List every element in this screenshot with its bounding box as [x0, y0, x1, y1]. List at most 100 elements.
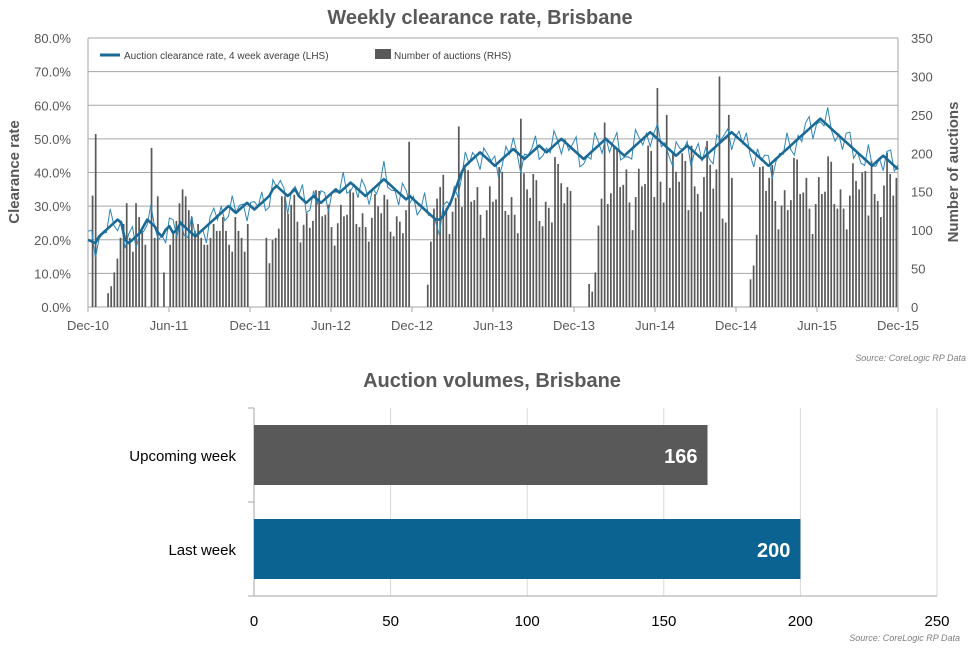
auction-count-bar — [541, 226, 544, 307]
auction-count-bar — [755, 234, 758, 307]
auction-count-bar — [377, 206, 379, 307]
auction-count-bar — [749, 279, 752, 307]
auction-count-bar — [520, 118, 522, 307]
auction-count-bar — [495, 199, 497, 307]
auction-count-bar — [647, 145, 649, 307]
auction-count-bar — [771, 164, 774, 307]
auction-count-bar — [883, 185, 885, 307]
auction-count-bar — [138, 217, 140, 307]
auction-count-bar — [218, 230, 221, 307]
auction-count-bar — [197, 223, 199, 307]
auction-count-bar — [808, 208, 811, 307]
x-tick-label: 0 — [250, 613, 258, 630]
y-tick-left: 50.0% — [34, 132, 71, 147]
auction-count-bar — [240, 237, 243, 307]
x-tick-label: Jun-12 — [311, 318, 351, 333]
top-chart-legend: Auction clearance rate, 4 week average (… — [100, 49, 511, 62]
auction-count-bar — [852, 163, 854, 307]
auction-count-bar — [864, 170, 867, 307]
y-tick-right: 0 — [911, 300, 918, 315]
auction-count-bar — [591, 291, 594, 307]
auction-count-bar — [290, 204, 293, 307]
auction-count-bar — [308, 227, 311, 307]
auction-count-bar — [790, 200, 792, 307]
auction-count-bar — [302, 224, 305, 307]
auction-count-bar — [191, 217, 193, 307]
auction-count-bar — [681, 153, 684, 307]
legend-bar-swatch — [375, 49, 391, 59]
auction-count-bar — [346, 214, 348, 307]
y-tick-right: 350 — [911, 31, 933, 46]
x-tick-label: Dec-15 — [877, 318, 919, 333]
auction-count-bar — [566, 187, 569, 307]
auction-count-bar — [349, 189, 352, 307]
bottom-chart-bars: 166 200 — [254, 425, 801, 579]
auction-count-bar — [752, 265, 755, 307]
category-label: Upcoming week — [129, 448, 236, 465]
auction-count-bar — [206, 244, 209, 307]
auction-count-bar — [895, 177, 898, 307]
auction-count-bar — [780, 205, 783, 307]
x-tick-label: 50 — [382, 613, 399, 630]
auction-count-bar — [448, 233, 451, 307]
auction-count-bar — [758, 167, 761, 307]
auction-count-bar — [141, 230, 144, 307]
auction-count-bar — [662, 202, 665, 307]
auction-count-bar — [380, 213, 383, 307]
auction-count-bar — [690, 145, 693, 307]
auction-count-bar — [153, 237, 156, 307]
legend-bar-label: Number of auctions (RHS) — [394, 51, 511, 62]
auction-count-bar — [312, 220, 314, 307]
legend-line-label: Auction clearance rate, 4 week average (… — [124, 51, 329, 62]
x-tick-label: Jun-11 — [150, 318, 189, 333]
auction-count-bar — [274, 237, 277, 307]
auction-count-bar — [675, 171, 677, 307]
x-tick-label: Jun-15 — [797, 318, 837, 333]
y-tick-right: 200 — [911, 146, 933, 161]
auction-count-bar — [641, 186, 643, 307]
auction-count-bar — [436, 198, 438, 307]
auction-count-bar — [442, 174, 445, 307]
auction-count-bar — [569, 190, 572, 307]
auction-count-bar — [336, 223, 339, 307]
auction-count-bar — [858, 189, 860, 307]
auction-count-bar — [796, 159, 798, 307]
auction-count-bar — [184, 196, 187, 307]
auction-volume-bar — [254, 425, 708, 485]
auction-count-bar — [340, 204, 342, 307]
auction-count-bar — [634, 197, 637, 307]
auction-count-bar — [656, 87, 659, 308]
auction-count-bar — [408, 141, 410, 307]
auction-count-bar — [330, 227, 333, 307]
auction-count-bar — [386, 199, 389, 307]
auction-count-bar — [343, 216, 345, 307]
auction-count-bar — [433, 208, 435, 307]
y-tick-right: 50 — [911, 262, 925, 277]
auction-count-bar — [473, 200, 476, 307]
x-tick-label: 100 — [515, 613, 540, 630]
auction-count-bar — [814, 204, 817, 307]
auction-count-bar — [333, 245, 336, 307]
auction-count-bar — [113, 272, 116, 307]
auction-count-bar — [653, 197, 656, 307]
auction-count-bar — [848, 195, 851, 307]
auction-count-bar — [783, 190, 786, 307]
category-label: Last week — [168, 542, 236, 559]
auction-count-bar — [119, 237, 122, 307]
auction-count-bar — [222, 217, 224, 307]
auction-count-bar — [163, 272, 165, 307]
clearance-rate-4wk-line — [87, 117, 899, 245]
top-chart-title: Weekly clearance rate, Brisbane — [327, 7, 632, 29]
auction-count-bar — [181, 189, 184, 307]
auction-count-bar — [293, 194, 296, 307]
auction-count-bar — [358, 227, 361, 307]
auction-count-bar — [603, 122, 606, 307]
auction-count-bar — [594, 272, 597, 307]
auction-count-bar — [94, 134, 97, 307]
auction-count-bar — [476, 187, 479, 307]
auction-count-bar — [613, 147, 615, 307]
auction-count-bar — [281, 196, 283, 307]
auction-count-bar — [724, 222, 727, 307]
auction-count-bar — [277, 228, 280, 307]
auction-count-bar — [799, 194, 802, 307]
